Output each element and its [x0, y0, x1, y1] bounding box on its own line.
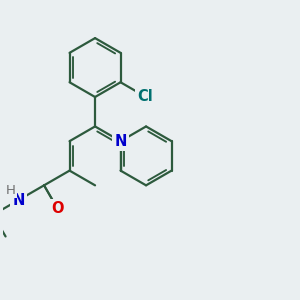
Text: N: N [12, 193, 25, 208]
Text: H: H [6, 184, 16, 196]
Text: N: N [114, 134, 127, 149]
Text: Cl: Cl [137, 89, 153, 104]
Text: O: O [51, 201, 64, 216]
